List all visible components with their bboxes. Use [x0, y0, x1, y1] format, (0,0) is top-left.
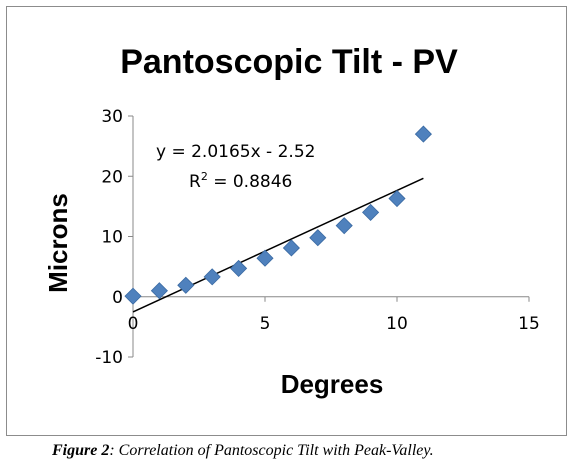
chart-frame: Pantoscopic Tilt - PV Microns Degrees -1…: [6, 6, 567, 436]
chart-title: Pantoscopic Tilt - PV: [120, 43, 458, 81]
data-point: [414, 125, 432, 143]
caption-text: : Correlation of Pantoscopic Tilt with P…: [109, 442, 434, 459]
r-squared-label: R2 = 0.8846: [189, 170, 292, 192]
y-tick-label: 0: [112, 288, 123, 308]
trendline-equation: y = 2.0165x - 2.52: [156, 142, 315, 162]
data-point: [203, 268, 221, 286]
data-point: [177, 276, 195, 294]
x-axis-ticks: 0 5 10 15: [128, 296, 540, 334]
data-point: [230, 259, 248, 277]
data-point: [335, 217, 353, 235]
y-tick-label: 30: [101, 107, 123, 127]
x-tick-label: 0: [128, 314, 139, 334]
data-points: [124, 125, 432, 305]
x-tick-label: 5: [260, 314, 271, 334]
trendline: [132, 177, 424, 313]
data-point: [309, 229, 327, 247]
y-axis-title: Microns: [43, 193, 73, 293]
scatter-chart: Pantoscopic Tilt - PV Microns Degrees -1…: [43, 43, 540, 399]
data-point: [282, 239, 300, 257]
x-tick-label: 10: [386, 314, 408, 334]
y-axis-ticks: -10 0 10 20 30: [95, 107, 133, 368]
data-point: [256, 249, 274, 267]
data-point: [124, 287, 142, 305]
x-axis-title: Degrees: [281, 369, 384, 399]
data-point: [362, 203, 380, 221]
y-tick-label: -10: [95, 348, 123, 368]
y-tick-label: 20: [101, 167, 123, 187]
y-tick-label: 10: [101, 228, 123, 248]
figure-caption: Figure 2: Correlation of Pantoscopic Til…: [52, 442, 572, 460]
data-point: [388, 189, 406, 208]
data-point: [150, 282, 168, 300]
x-tick-label: 15: [518, 314, 540, 334]
figure-label: Figure 2: [52, 442, 110, 459]
